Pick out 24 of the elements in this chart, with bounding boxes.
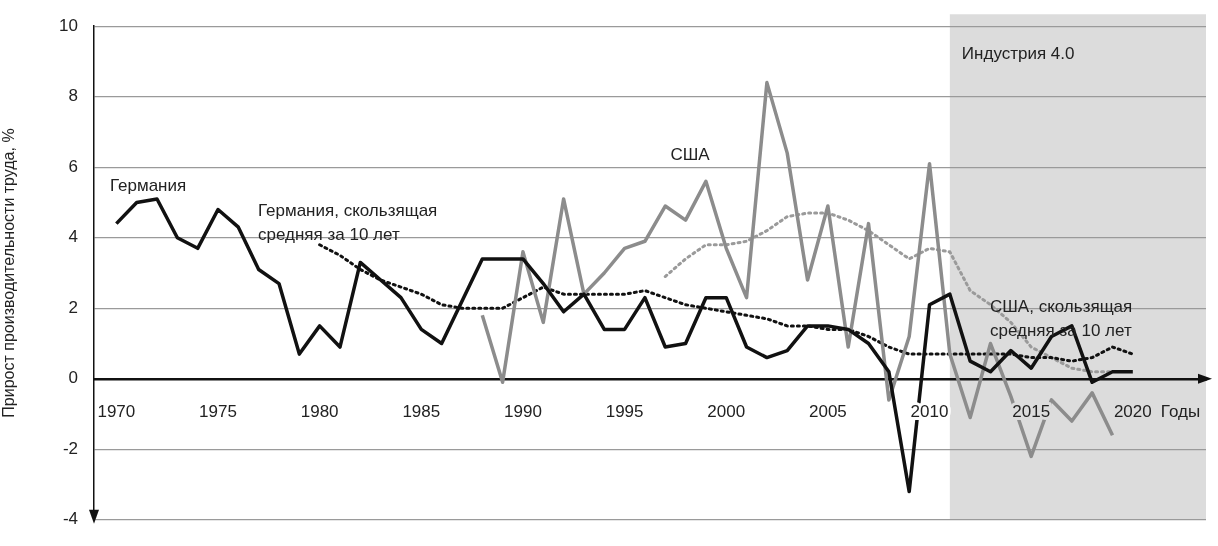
x-tick-label: 1980 — [300, 402, 339, 422]
y-axis-title: Прирост производительности труда, % — [0, 128, 18, 418]
y-tick-label: 6 — [68, 156, 78, 176]
y-tick-label: 2 — [68, 297, 78, 317]
x-tick-label: 2005 — [808, 402, 847, 422]
x-axis-title: Годы — [1160, 402, 1201, 422]
x-tick-label: 1970 — [97, 402, 136, 422]
x-tick-label: 1975 — [199, 402, 237, 422]
x-tick-label: 2000 — [707, 402, 746, 422]
series-label: США — [670, 144, 711, 164]
x-tick-label: 1995 — [605, 402, 644, 422]
x-tick-label: 1985 — [402, 402, 441, 422]
x-tick-label: 1990 — [504, 402, 542, 422]
y-tick-label: 8 — [68, 86, 78, 106]
y-tick-label: -2 — [62, 438, 78, 458]
y-tick-label: 10 — [59, 15, 78, 35]
series-label: Германия, скользящая средняя за 10 лет — [258, 200, 438, 244]
y-tick-label: 0 — [68, 368, 78, 388]
x-tick-label: 2015 — [1012, 402, 1051, 422]
x-tick-label: 2020 — [1113, 402, 1152, 422]
y-tick-label: 4 — [68, 227, 78, 247]
band-label: Индустрия 4.0 — [961, 43, 1075, 63]
y-tick-label: -4 — [62, 509, 78, 529]
series-label: Германия — [110, 175, 187, 195]
